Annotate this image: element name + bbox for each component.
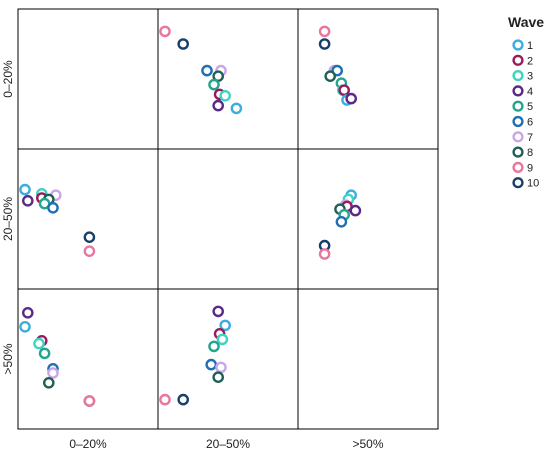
legend-marker-wave-3 — [512, 69, 524, 82]
scatter-point-wave-10 — [177, 38, 189, 50]
legend-marker-wave-1 — [512, 39, 524, 51]
legend-marker-wave-5 — [512, 100, 524, 112]
scatter-point-wave-2 — [338, 84, 351, 96]
scatter-point-wave-5 — [208, 340, 220, 353]
scatter-point-wave-5 — [208, 78, 220, 91]
scatter-point-wave-1 — [19, 320, 31, 333]
legend-title: Wave — [508, 14, 544, 30]
legend-label-wave-1: 1 — [527, 40, 533, 52]
y-tick-label: 20–50% — [1, 197, 15, 241]
legend-label-wave-8: 8 — [527, 147, 533, 159]
scatter-point-wave-3 — [216, 333, 229, 346]
scatter-point-wave-9 — [83, 395, 96, 407]
axis-tick-labels: 0–20% 0–20% 20–50% 20–50% >50% >50% — [1, 60, 384, 451]
scatter-point-wave-4 — [349, 204, 362, 217]
scatter-point-wave-10 — [177, 393, 189, 406]
legend-label-wave-2: 2 — [527, 55, 533, 67]
scatter-point-wave-7 — [215, 361, 227, 374]
matrix-frame — [17, 8, 439, 430]
scatter-point-wave-6 — [201, 64, 213, 77]
legend-marker-wave-8 — [512, 146, 524, 158]
legend-label-wave-7: 7 — [527, 132, 533, 144]
scatter-point-wave-9 — [83, 245, 96, 257]
scatter-point-wave-6 — [335, 215, 348, 228]
legend: Wave 1 2 3 4 5 6 7 8 9 10 — [508, 14, 544, 190]
legend-label-wave-5: 5 — [527, 101, 533, 113]
legend-marker-wave-4 — [512, 85, 524, 97]
scatter-point-wave-3 — [33, 337, 45, 350]
y-tick-label: >50% — [1, 343, 15, 374]
scatter-point-wave-3 — [219, 90, 231, 102]
scatter-point-wave-10 — [83, 231, 96, 243]
scatter-point-wave-4 — [212, 99, 224, 112]
scatter-point-wave-8 — [43, 376, 55, 389]
scatter-point-wave-9 — [318, 248, 331, 260]
scatter-point-wave-9 — [318, 25, 331, 38]
scatter-point-wave-8 — [324, 70, 337, 82]
x-tick-label: >50% — [352, 437, 383, 451]
x-tick-label: 0–20% — [69, 437, 107, 451]
scatter-point-wave-1 — [230, 102, 243, 115]
scatter-point-wave-9 — [159, 393, 171, 406]
scatter-point-wave-1 — [219, 319, 231, 332]
legend-marker-wave-6 — [512, 115, 524, 128]
legend-label-wave-6: 6 — [527, 117, 533, 129]
x-tick-label: 20–50% — [206, 437, 250, 451]
legend-label-wave-10: 10 — [527, 178, 539, 190]
scatter-point-wave-4 — [345, 92, 358, 105]
legend-label-wave-9: 9 — [527, 162, 533, 174]
legend-marker-wave-10 — [512, 177, 524, 189]
legend-marker-wave-2 — [512, 54, 524, 66]
legend-label-wave-4: 4 — [527, 86, 533, 98]
data-points — [19, 25, 362, 407]
legend-marker-wave-7 — [512, 131, 524, 143]
scatter-point-wave-6 — [205, 358, 217, 371]
scatter-point-wave-6 — [47, 201, 59, 214]
scatter-point-wave-5 — [38, 347, 51, 360]
scatter-point-wave-9 — [159, 25, 171, 38]
scatter-point-wave-8 — [212, 371, 224, 384]
panel-grid — [17, 8, 439, 430]
scatter-point-wave-10 — [318, 38, 331, 50]
scatter-point-wave-4 — [212, 305, 224, 318]
scatter-point-wave-4 — [21, 306, 34, 319]
scatter-point-wave-4 — [21, 194, 34, 207]
legend-label-wave-3: 3 — [527, 71, 533, 83]
y-tick-label: 0–20% — [1, 60, 15, 98]
legend-marker-wave-9 — [512, 161, 524, 174]
scatter-point-wave-7 — [47, 367, 59, 379]
scatter-point-wave-1 — [19, 183, 31, 196]
